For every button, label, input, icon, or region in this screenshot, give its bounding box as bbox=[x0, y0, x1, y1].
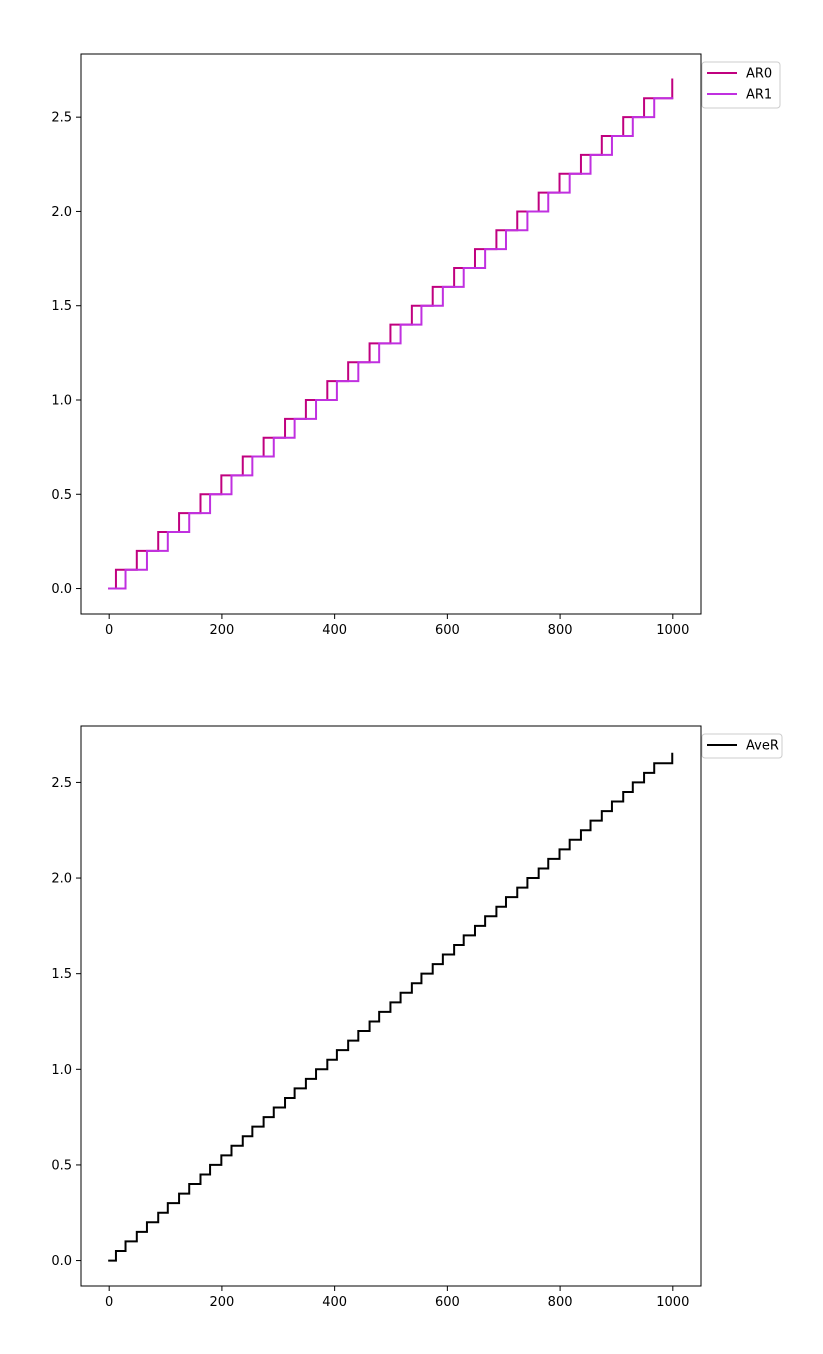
y-tick-label: 2.5 bbox=[51, 776, 72, 791]
series-line-ar1 bbox=[108, 97, 674, 590]
x-tick-label: 800 bbox=[548, 1295, 573, 1310]
axes-frame bbox=[80, 53, 702, 615]
y-tick-label: 0.5 bbox=[51, 1158, 72, 1173]
x-tick-label: 400 bbox=[322, 1295, 347, 1310]
y-tick-label: 0.5 bbox=[51, 488, 72, 503]
legend: AveR bbox=[701, 733, 783, 759]
x-tick-label: 0 bbox=[105, 623, 113, 638]
x-tick-label: 0 bbox=[105, 1295, 113, 1310]
x-tick-label: 800 bbox=[548, 623, 573, 638]
y-tick-label: 0.0 bbox=[51, 582, 72, 597]
x-tick-label: 200 bbox=[209, 623, 234, 638]
y-tick-label: 2.5 bbox=[51, 111, 72, 126]
series-line-aver bbox=[108, 752, 674, 1262]
axes-frame bbox=[80, 725, 702, 1287]
legend-label-ar1: AR1 bbox=[746, 88, 772, 103]
y-tick-label: 2.0 bbox=[51, 205, 72, 220]
x-tick-label: 1000 bbox=[656, 623, 689, 638]
legend-box bbox=[701, 733, 783, 759]
x-tick-label: 600 bbox=[435, 1295, 460, 1310]
legend-label-ar0: AR0 bbox=[746, 67, 772, 82]
legend-label-aver: AveR bbox=[746, 739, 779, 754]
y-tick-label: 1.0 bbox=[51, 393, 72, 408]
y-tick-label: 1.5 bbox=[51, 967, 72, 982]
x-tick-label: 600 bbox=[435, 623, 460, 638]
y-tick-label: 0.0 bbox=[51, 1254, 72, 1269]
x-tick-label: 200 bbox=[209, 1295, 234, 1310]
x-tick-label: 400 bbox=[322, 623, 347, 638]
chart-panel-top: 0 200 400 600 800 10000.00.51.01.52.02.5AR0AR… bbox=[51, 53, 781, 638]
y-tick-label: 1.0 bbox=[51, 1063, 72, 1078]
x-tick-label: 1000 bbox=[656, 1295, 689, 1310]
y-tick-label: 1.5 bbox=[51, 299, 72, 314]
y-tick-label: 2.0 bbox=[51, 872, 72, 887]
chart-panel-bottom: 0 200 400 600 800 1000 0.0 0.5 1.0 1.5 2.0 2.5 AveR bbox=[51, 725, 783, 1310]
